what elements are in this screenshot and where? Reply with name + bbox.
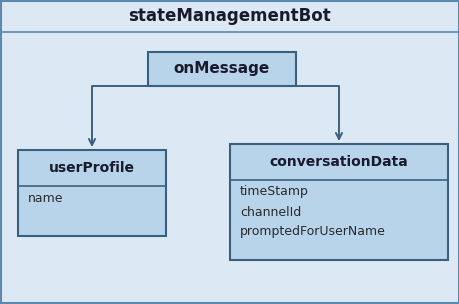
Bar (18, 150, 166, 236)
Bar (148, 52, 295, 86)
FancyArrowPatch shape (257, 86, 341, 139)
Text: userProfile: userProfile (49, 161, 134, 175)
Text: onMessage: onMessage (174, 61, 269, 77)
Text: channelId: channelId (240, 206, 301, 219)
Bar (230, 144, 447, 260)
Text: name: name (28, 192, 63, 205)
FancyArrowPatch shape (89, 86, 186, 145)
Text: promptedForUserName: promptedForUserName (240, 226, 385, 239)
Text: timeStamp: timeStamp (240, 185, 308, 199)
Text: stateManagementBot: stateManagementBot (129, 7, 330, 25)
Text: conversationData: conversationData (269, 155, 408, 169)
